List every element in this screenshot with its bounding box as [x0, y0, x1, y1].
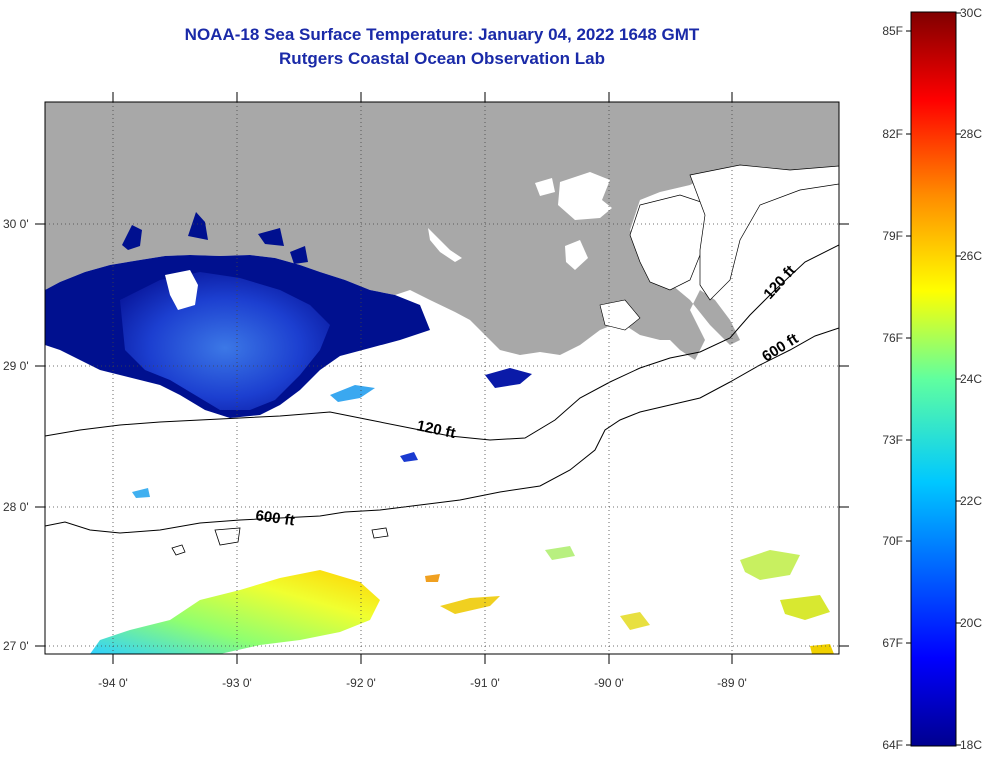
- colorbar-c-label: 28C: [960, 127, 982, 141]
- coastline-marsh: [599, 299, 641, 331]
- sst-warm-band: [90, 570, 380, 654]
- colorbar-f-label: 64F: [882, 738, 903, 752]
- colorbar-f-label: 67F: [882, 636, 903, 650]
- lon-tick-label: -90 0': [594, 676, 624, 690]
- sst-cold-pool: [120, 272, 330, 410]
- colorbar-f-label: 76F: [882, 331, 903, 345]
- sst-warm-patch: [810, 644, 834, 654]
- colorbar-c-label: 30C: [960, 6, 982, 20]
- sst-cold-patch: [400, 452, 418, 462]
- sst-island-white: [165, 270, 198, 310]
- colorbar-f-label: 79F: [882, 229, 903, 243]
- map-title: NOAA-18 Sea Surface Temperature: January…: [184, 25, 700, 44]
- colorbar-c-label: 26C: [960, 249, 982, 263]
- sst-cold-lake: [290, 246, 308, 264]
- contour-120ft: [45, 244, 839, 441]
- colorbar-f-label: 82F: [882, 127, 903, 141]
- lon-tick-label: -92 0': [346, 676, 376, 690]
- sst-cool-patch: [330, 385, 375, 402]
- map-subtitle: Rutgers Coastal Ocean Observation Lab: [279, 49, 605, 68]
- coastline-marsh: [689, 164, 839, 301]
- sst-warm-patch: [740, 550, 800, 580]
- sst-cool-patch: [132, 488, 150, 498]
- colorbar-c-label: 22C: [960, 494, 982, 508]
- colorbar: [910, 11, 957, 747]
- graticule: [45, 102, 839, 654]
- lake: [565, 240, 588, 270]
- sst-warm-patch: [545, 546, 575, 560]
- lake: [558, 172, 612, 220]
- colorbar-ticks: [906, 12, 961, 746]
- colorbar-c-label: 18C: [960, 738, 982, 752]
- lat-tick-label: 28 0': [3, 500, 29, 514]
- lon-tick-label: -94 0': [98, 676, 128, 690]
- land-mass: [45, 102, 839, 360]
- sst-warm-patch: [440, 596, 500, 614]
- contour-600ft-loop: [171, 527, 389, 556]
- colorbar-c-label: 20C: [960, 616, 982, 630]
- lake: [428, 228, 462, 262]
- sst-warm-patch: [425, 574, 440, 582]
- lon-tick-label: -89 0': [717, 676, 747, 690]
- lat-tick-label: 27 0': [3, 639, 29, 653]
- lake: [535, 178, 555, 196]
- axis-ticks: [35, 92, 849, 664]
- contour-label-600ft: 600 ft: [254, 507, 295, 529]
- sst-warm-patch: [780, 595, 830, 620]
- colorbar-c-label: 24C: [960, 372, 982, 386]
- sst-warm-patch: [620, 612, 650, 630]
- colorbar-f-label: 85F: [882, 24, 903, 38]
- contour-600ft: [45, 327, 839, 534]
- map-frame: [44, 101, 840, 655]
- lat-tick-label: 30 0': [3, 217, 29, 231]
- sst-cold-lake: [188, 212, 208, 240]
- colorbar-f-label: 70F: [882, 534, 903, 548]
- colorbar-f-label: 73F: [882, 433, 903, 447]
- sst-cold-lake: [258, 228, 284, 246]
- lat-tick-label: 29 0': [3, 359, 29, 373]
- lon-tick-label: -93 0': [222, 676, 252, 690]
- lon-tick-label: -91 0': [470, 676, 500, 690]
- sst-cold-lake: [122, 225, 142, 250]
- sst-cold-patch: [485, 368, 532, 388]
